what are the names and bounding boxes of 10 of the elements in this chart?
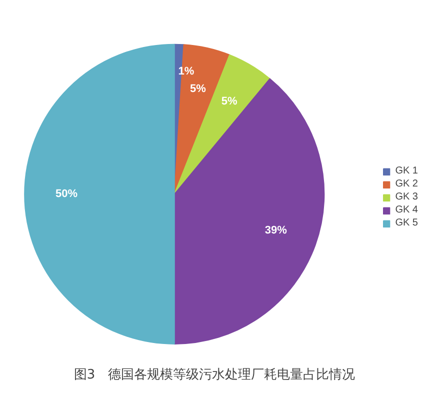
legend-label: GK 2 (395, 178, 418, 190)
data-label: 5% (221, 95, 238, 108)
caption: 图3 德国各规模等级污水处理厂耗电量占比情况 (74, 368, 356, 382)
legend-label: GK 4 (395, 204, 418, 216)
legend-label: GK 3 (395, 192, 418, 202)
legend-label: GK 5 (395, 218, 418, 228)
legend-label: GK 1 (395, 166, 418, 176)
data-label: 5% (190, 83, 206, 96)
data-label: 39% (264, 224, 288, 237)
data-label: 50% (56, 188, 78, 200)
